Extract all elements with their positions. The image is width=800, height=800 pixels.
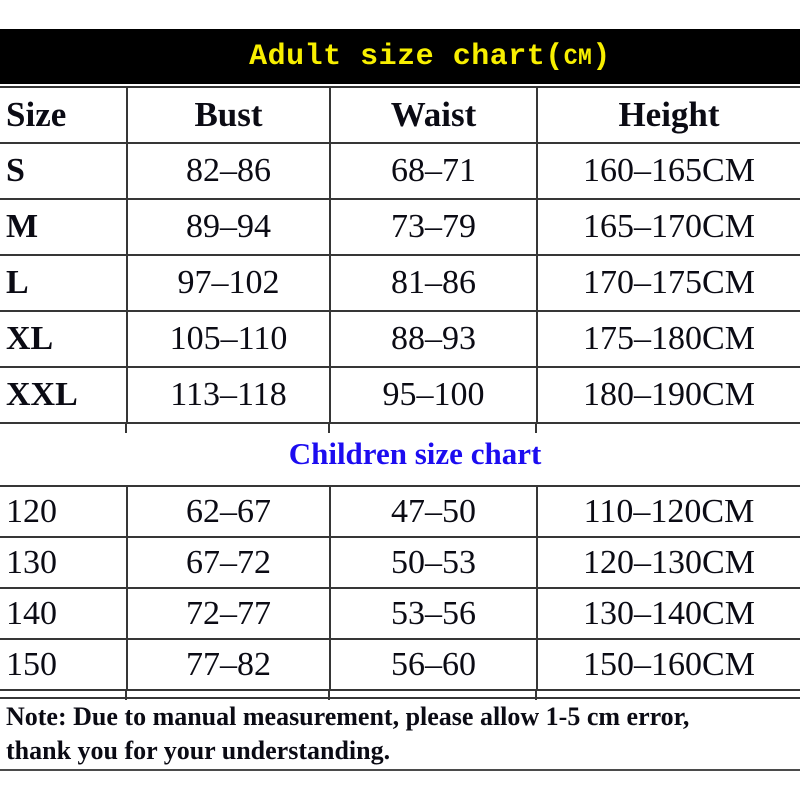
table-row: 150 77–82 56–60 150–160CM — [0, 638, 800, 691]
table-line-tick — [535, 424, 537, 433]
bottom-divider — [0, 769, 800, 771]
size-label: L — [0, 254, 128, 312]
table-row: L 97–102 81–86 170–175CM — [0, 254, 800, 312]
adult-size-table: Size Bust Waist Height S 82–86 68–71 160… — [0, 86, 800, 424]
table-line-tick — [328, 691, 330, 700]
measurement-cell: 47–50 — [330, 485, 538, 538]
children-chart-title: Children size chart — [288, 436, 542, 471]
measurement-cell: 113–118 — [127, 366, 331, 424]
table-row: M 89–94 73–79 165–170CM — [0, 198, 800, 256]
table-row: XL 105–110 88–93 175–180CM — [0, 310, 800, 368]
note-text: Note: Due to manual measurement, please … — [6, 700, 798, 768]
table-line-tick — [125, 691, 127, 700]
children-size-table: 120 62–67 47–50 110–120CM 130 67–72 50–5… — [0, 485, 800, 691]
measurement-cell: 150–160CM — [537, 638, 800, 691]
measurement-cell: 73–79 — [330, 198, 538, 256]
measurement-cell: 95–100 — [330, 366, 538, 424]
measurement-cell: 170–175CM — [537, 254, 800, 312]
size-label: 120 — [0, 485, 128, 538]
table-row: 140 72–77 53–56 130–140CM — [0, 587, 800, 640]
measurement-cell: 105–110 — [127, 310, 331, 368]
divider-line — [0, 697, 800, 699]
note-line-1: Note: Due to manual measurement, please … — [6, 702, 690, 731]
measurement-cell: 72–77 — [127, 587, 331, 640]
size-label: XL — [0, 310, 128, 368]
size-label: XXL — [0, 366, 128, 424]
table-row: 130 67–72 50–53 120–130CM — [0, 536, 800, 589]
measurement-cell: 120–130CM — [537, 536, 800, 589]
note-line-2: thank you for your understanding. — [6, 736, 391, 765]
size-label: 150 — [0, 638, 128, 691]
measurement-cell: 50–53 — [330, 536, 538, 589]
table-line-tick — [535, 691, 537, 700]
title-unit: CM — [563, 44, 593, 71]
measurement-cell: 67–72 — [127, 536, 331, 589]
adult-header-row: Size Bust Waist Height — [0, 86, 800, 144]
measurement-cell: 97–102 — [127, 254, 331, 312]
col-header-height: Height — [537, 86, 800, 144]
title-text: Adult size chart( — [249, 39, 564, 74]
measurement-cell: 56–60 — [330, 638, 538, 691]
size-label: 140 — [0, 587, 128, 640]
table-row: 120 62–67 47–50 110–120CM — [0, 485, 800, 538]
size-label: 130 — [0, 536, 128, 589]
title-close-paren: ) — [592, 39, 611, 74]
col-header-bust: Bust — [127, 86, 331, 144]
adult-chart-title: Adult size chart(CM) — [249, 40, 611, 74]
measurement-cell: 110–120CM — [537, 485, 800, 538]
measurement-cell: 165–170CM — [537, 198, 800, 256]
table-row: XXL 113–118 95–100 180–190CM — [0, 366, 800, 424]
measurement-cell: 82–86 — [127, 142, 331, 200]
measurement-cell: 77–82 — [127, 638, 331, 691]
table-line-tick — [328, 424, 330, 433]
measurement-cell: 160–165CM — [537, 142, 800, 200]
col-header-size: Size — [0, 86, 128, 144]
measurement-cell: 81–86 — [330, 254, 538, 312]
measurement-cell: 88–93 — [330, 310, 538, 368]
table-row: S 82–86 68–71 160–165CM — [0, 142, 800, 200]
measurement-cell: 68–71 — [330, 142, 538, 200]
size-label: S — [0, 142, 128, 200]
measurement-cell: 53–56 — [330, 587, 538, 640]
size-label: M — [0, 198, 128, 256]
col-header-waist: Waist — [330, 86, 538, 144]
measurement-cell: 175–180CM — [537, 310, 800, 368]
measurement-cell: 89–94 — [127, 198, 331, 256]
adult-chart-title-bar: Adult size chart(CM) — [0, 29, 800, 84]
measurement-cell: 180–190CM — [537, 366, 800, 424]
measurement-cell: 130–140CM — [537, 587, 800, 640]
table-line-tick — [125, 424, 127, 433]
measurement-cell: 62–67 — [127, 485, 331, 538]
